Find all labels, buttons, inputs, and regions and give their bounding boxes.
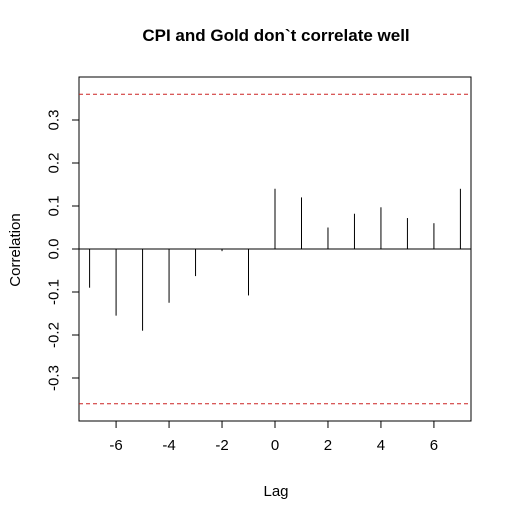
x-tick-label: 4 xyxy=(377,437,385,454)
y-tick-label: 0.1 xyxy=(46,196,63,217)
y-tick-label: 0.0 xyxy=(46,239,63,260)
x-axis-label: Lag xyxy=(263,483,288,500)
x-tick-label: -4 xyxy=(162,437,175,454)
y-axis-label: Correlation xyxy=(7,213,24,286)
plot-area: -6 -4 -2 0 2 4 6 -0.3 -0.2 -0.1 0.0 0.1 0.2 0.3 xyxy=(46,76,472,454)
y-tick-label: -0.2 xyxy=(46,322,63,348)
x-tick-label: -6 xyxy=(109,437,122,454)
y-tick-label: 0.3 xyxy=(46,110,63,131)
x-tick-label: 6 xyxy=(430,437,438,454)
chart-title: CPI and Gold don`t correlate well xyxy=(142,26,409,45)
y-tick-label: 0.2 xyxy=(46,153,63,174)
y-tick-label: -0.3 xyxy=(46,365,63,391)
y-tick-label: -0.1 xyxy=(46,279,63,305)
x-tick-label: -2 xyxy=(215,437,228,454)
x-tick-label: 2 xyxy=(324,437,332,454)
x-tick-label: 0 xyxy=(271,437,279,454)
